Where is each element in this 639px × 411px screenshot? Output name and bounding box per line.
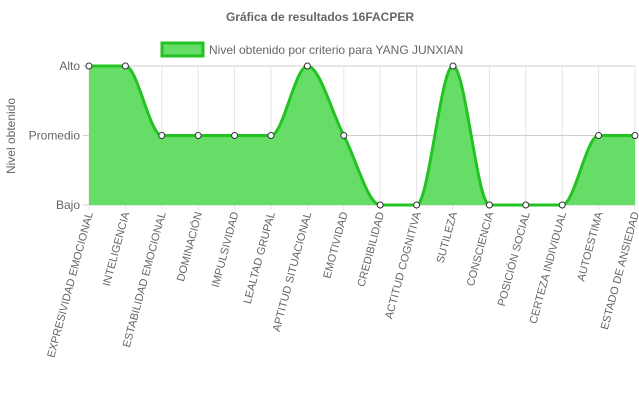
- series-area-fill: [89, 66, 635, 205]
- x-tick-label: INTELIGENCIA: [101, 210, 133, 288]
- data-point[interactable]: [376, 201, 384, 209]
- series-line: [89, 64, 635, 207]
- data-point[interactable]: [231, 132, 239, 139]
- plot-area: [89, 64, 635, 207]
- x-tick-label: CREDIBILIDAD: [356, 211, 388, 289]
- y-tick-label: Alto: [59, 59, 80, 73]
- x-tick-label: DOMINACIÓN: [174, 210, 205, 282]
- x-tick-label: IMPULSIVIDAD: [210, 211, 242, 289]
- data-point[interactable]: [194, 132, 202, 139]
- x-tick-label: SUTILEZA: [435, 210, 460, 265]
- data-point[interactable]: [413, 201, 421, 209]
- data-point[interactable]: [121, 62, 129, 70]
- data-point[interactable]: [340, 132, 348, 139]
- legend[interactable]: Nivel obtenido por criterio para YANG JU…: [160, 41, 463, 58]
- y-tick-label: Bajo: [56, 198, 80, 212]
- data-point[interactable]: [449, 62, 457, 70]
- data-point[interactable]: [595, 132, 603, 139]
- legend-label[interactable]: Nivel obtenido por criterio para YANG JU…: [209, 43, 463, 57]
- data-point[interactable]: [485, 201, 493, 209]
- data-point[interactable]: [522, 201, 530, 209]
- data-point[interactable]: [558, 201, 566, 209]
- x-tick-label: POSICIÓN SOCIAL: [495, 210, 533, 307]
- x-tick-label: EMOTIVIDAD: [321, 211, 350, 280]
- chart-title: Gráfica de resultados 16FACPER: [226, 10, 414, 24]
- data-point[interactable]: [158, 132, 166, 139]
- y-axis-label: Nivel obtenido: [4, 98, 18, 174]
- x-tick-label: LEALTAD GRUPAL: [242, 211, 278, 306]
- x-tick-label: APTITUD SITUACIONAL: [271, 211, 315, 333]
- x-tick-label: ESTABILIDAD EMOCIONAL: [121, 211, 169, 349]
- data-points[interactable]: [85, 62, 639, 209]
- x-tick-label: EXPRESIVIDAD EMOCIONAL: [45, 211, 96, 359]
- data-point[interactable]: [631, 132, 639, 139]
- data-point[interactable]: [267, 132, 275, 139]
- y-tick-label: Promedio: [29, 129, 81, 143]
- x-axis-ticks: EXPRESIVIDAD EMOCIONAL INTELIGENCIAESTABI…: [45, 210, 639, 359]
- x-tick-label: CERTEZA INDIVIDUAL: [528, 211, 569, 326]
- data-point[interactable]: [303, 62, 311, 70]
- x-tick-label: CONSCIENCIA: [465, 210, 497, 288]
- x-tick-label: ESTADO DE ANSIEDAD: [599, 211, 639, 331]
- data-point[interactable]: [85, 62, 93, 70]
- legend-swatch[interactable]: [160, 41, 205, 58]
- y-axis-ticks: Bajo Promedio Alto: [29, 59, 81, 212]
- x-tick-label: AUTOESTIMA: [575, 210, 605, 283]
- x-tick-label: ACTITUD COGNITIVA: [383, 210, 423, 320]
